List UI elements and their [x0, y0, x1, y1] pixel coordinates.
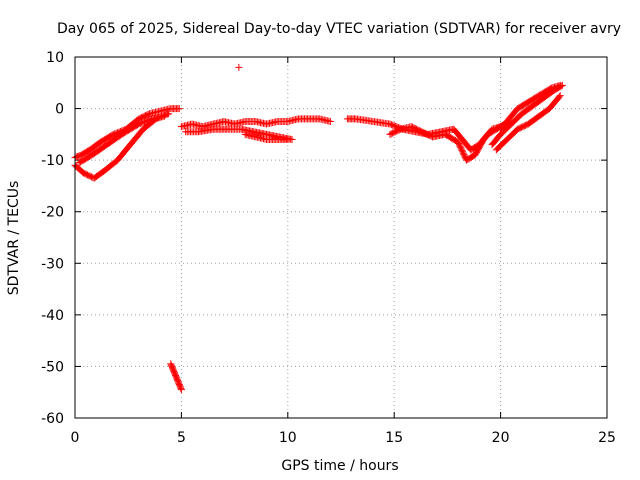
data-point [235, 63, 243, 71]
data-point [136, 119, 144, 127]
data-point [165, 110, 173, 118]
data-point [144, 110, 152, 118]
x-tick-label: 5 [177, 430, 186, 446]
data-point [387, 121, 395, 129]
data-point [177, 384, 185, 392]
data-point [177, 386, 185, 394]
data-point [390, 122, 398, 130]
data-point [138, 119, 146, 127]
data-point [162, 111, 170, 119]
chart-title: Day 065 of 2025, Sidereal Day-to-day VTE… [57, 21, 621, 37]
y-tick-label: 10 [46, 50, 64, 66]
x-tick-label: 10 [279, 430, 297, 446]
x-axis-label: GPS time / hours [281, 458, 398, 474]
y-tick-label: -30 [41, 256, 64, 272]
x-tick-label: 15 [385, 430, 403, 446]
data-point [160, 112, 168, 120]
data-point [112, 129, 120, 137]
data-point [386, 120, 394, 128]
data-point [146, 115, 154, 123]
data-point [143, 117, 151, 125]
y-tick-label: -50 [41, 359, 64, 375]
data-point [284, 136, 292, 144]
data-point [109, 130, 117, 138]
data-point [395, 126, 403, 134]
data-point [326, 117, 334, 125]
y-tick-label: 0 [55, 102, 64, 118]
y-tick-label: -60 [41, 411, 64, 427]
data-point [389, 121, 397, 129]
data-point [135, 120, 143, 128]
y-tick-label: -10 [41, 153, 64, 169]
grid-lines [75, 57, 607, 418]
x-tick-label: 20 [492, 430, 510, 446]
x-tick-label: 0 [71, 430, 80, 446]
data-point [556, 92, 564, 100]
data-point [175, 105, 183, 113]
data-point [555, 93, 563, 101]
y-tick-label: -40 [41, 308, 64, 324]
x-tick-label: 25 [598, 430, 616, 446]
data-points [71, 63, 566, 394]
data-point [139, 118, 147, 126]
data-point [556, 81, 564, 89]
data-point [145, 116, 153, 124]
y-tick-label: -20 [41, 205, 64, 221]
data-point [142, 117, 150, 125]
data-point [141, 118, 149, 126]
y-axis-label: SDTVAR / TECUs [6, 181, 22, 296]
plot-frame [74, 56, 608, 419]
